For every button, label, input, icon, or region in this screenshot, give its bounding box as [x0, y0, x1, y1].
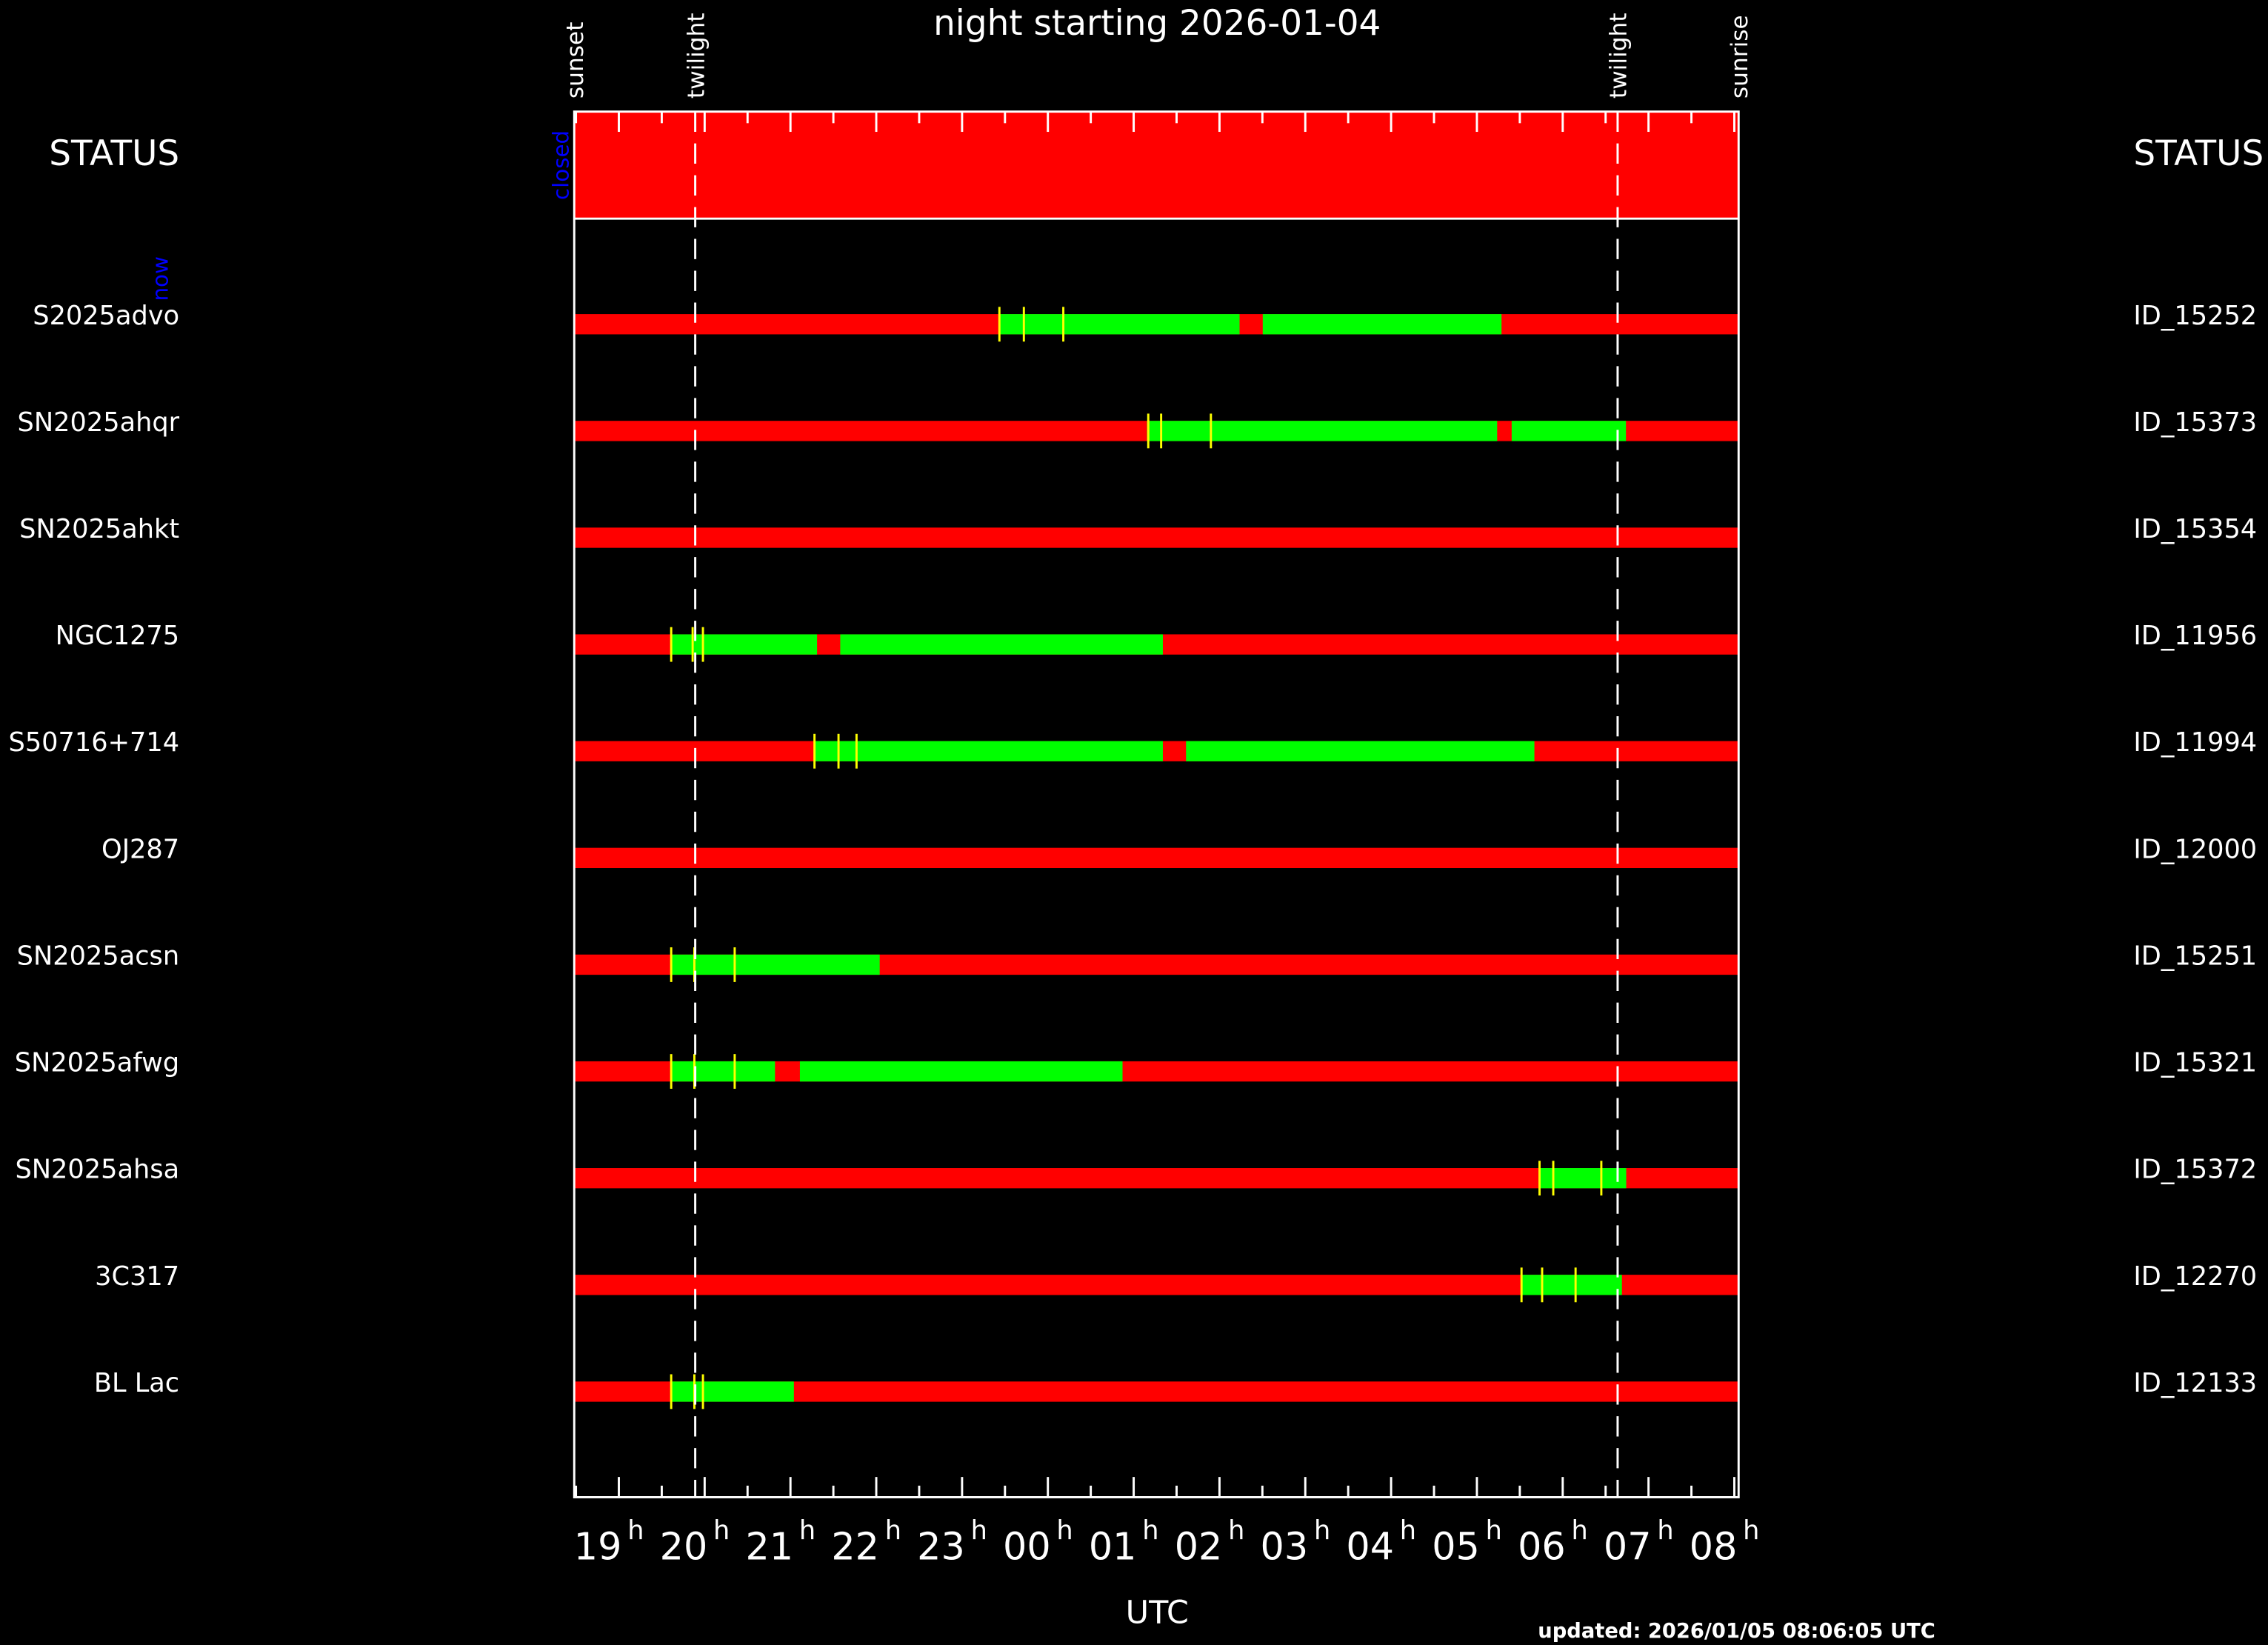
unobservable-bar: [574, 527, 1739, 548]
observable-window: [799, 1061, 1123, 1082]
row-id: ID_11994: [2133, 727, 2257, 758]
x-axis-label: UTC: [1126, 1594, 1189, 1631]
status-bar: [574, 111, 1739, 219]
row-id: ID_15354: [2133, 514, 2257, 544]
x-tick-suffix: h: [799, 1515, 816, 1546]
updated-note: updated: 2026/01/05 08:06:05 UTC: [1538, 1620, 1935, 1643]
x-tick-label: 20: [660, 1524, 708, 1568]
row-name: BL Lac: [94, 1368, 179, 1398]
x-tick-suffix: h: [1056, 1515, 1073, 1546]
observable-window: [671, 1061, 776, 1082]
x-tick-label: 07: [1604, 1524, 1652, 1568]
x-tick-label: 04: [1346, 1524, 1394, 1568]
row-id: ID_12133: [2133, 1368, 2257, 1398]
x-tick-suffix: h: [713, 1515, 730, 1546]
plot-frame: [573, 110, 1740, 1498]
row-name: NGC1275: [56, 621, 179, 651]
event-label: sunrise: [1727, 15, 1753, 99]
x-tick-label: 19: [574, 1524, 622, 1568]
row-id: ID_12270: [2133, 1261, 2257, 1292]
row-id: ID_15321: [2133, 1048, 2257, 1078]
x-tick-suffix: h: [1743, 1515, 1759, 1546]
row-name: OJ287: [101, 834, 179, 864]
x-tick-label: 22: [831, 1524, 879, 1568]
row-id: ID_15373: [2133, 407, 2257, 438]
x-tick-label: 06: [1518, 1524, 1566, 1568]
event-label: twilight: [683, 13, 710, 99]
x-tick-label: 05: [1432, 1524, 1480, 1568]
x-tick-suffix: h: [1572, 1515, 1588, 1546]
x-tick-suffix: h: [1314, 1515, 1330, 1546]
x-tick-suffix: h: [1142, 1515, 1158, 1546]
row-id: ID_11956: [2133, 621, 2257, 651]
x-tick-label: 23: [917, 1524, 965, 1568]
observable-window: [1186, 741, 1535, 761]
row-name: SN2025afwg: [15, 1048, 179, 1078]
now-label: now: [148, 256, 173, 301]
observable-window: [1262, 314, 1502, 335]
observable-window: [1511, 421, 1627, 441]
status-state: closed: [548, 130, 573, 200]
x-tick-suffix: h: [1400, 1515, 1416, 1546]
row-name: SN2025ahqr: [18, 407, 180, 438]
observable-window: [671, 1381, 794, 1402]
x-tick-label: 08: [1690, 1524, 1738, 1568]
x-tick-label: 01: [1089, 1524, 1137, 1568]
event-label: twilight: [1606, 13, 1632, 99]
row-name: S50716+714: [9, 727, 180, 758]
x-tick-label: 02: [1175, 1524, 1223, 1568]
event-label: sunset: [562, 22, 589, 99]
x-tick-suffix: h: [1657, 1515, 1673, 1546]
unobservable-bar: [574, 847, 1739, 869]
observable-window: [671, 954, 880, 975]
row-name: 3C317: [95, 1261, 179, 1292]
x-tick-suffix: h: [1486, 1515, 1502, 1546]
row-name: SN2025ahkt: [19, 514, 179, 544]
observable-window: [999, 314, 1240, 335]
row-id: ID_15372: [2133, 1155, 2257, 1185]
x-tick-suffix: h: [971, 1515, 987, 1546]
status-label-right: STATUS: [2133, 134, 2264, 174]
x-tick-suffix: h: [1228, 1515, 1244, 1546]
x-tick-label: 21: [745, 1524, 793, 1568]
x-tick-label: 03: [1261, 1524, 1309, 1568]
row-name: SN2025acsn: [17, 941, 179, 971]
row-name: SN2025ahsa: [15, 1155, 179, 1185]
row-id: ID_12000: [2133, 834, 2257, 864]
x-tick-label: 00: [1003, 1524, 1051, 1568]
observable-window: [1521, 1275, 1622, 1295]
status-label: STATUS: [49, 134, 179, 174]
chart-title: night starting 2026-01-04: [933, 4, 1381, 44]
row-id: ID_15251: [2133, 941, 2257, 971]
x-tick-suffix: h: [627, 1515, 644, 1546]
x-tick-suffix: h: [885, 1515, 901, 1546]
observable-window: [1147, 421, 1498, 441]
observable-window: [840, 634, 1163, 655]
row-id: ID_15252: [2133, 301, 2257, 331]
row-name: S2025advo: [33, 301, 179, 331]
observable-window: [814, 741, 1163, 761]
